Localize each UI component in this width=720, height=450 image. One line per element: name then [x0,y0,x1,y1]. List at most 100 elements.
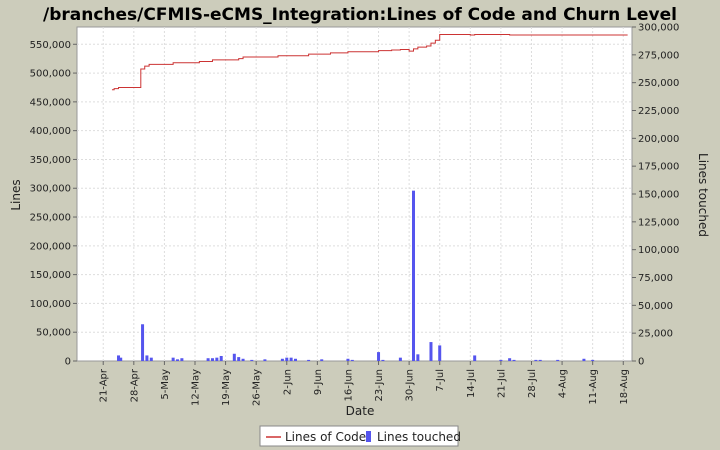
churn-bar [398,357,402,361]
churn-bar [381,359,385,361]
churn-bar [438,345,442,361]
churn-bar [512,359,516,361]
churn-bar [377,352,381,361]
right-tick-label: 100,000 [638,245,679,256]
x-tick-label: 5-May [160,369,171,400]
churn-bar [263,359,267,361]
churn-bar [534,359,538,361]
churn-bar [117,355,121,361]
churn-bar [250,359,254,361]
churn-bar [285,357,289,361]
churn-bar [591,359,595,361]
churn-bar [119,357,123,361]
x-tick-label: 19-May [221,369,232,406]
churn-bar [556,359,560,361]
left-tick-label: 500,000 [30,69,71,80]
churn-bar [176,359,180,361]
churn-bar [294,358,298,361]
right-y-axis: 0 25,000 50,000 75,000 100,000 125,000 150,000… [632,23,679,368]
bars-series [117,190,595,361]
churn-bar [411,190,415,361]
line-series [111,33,628,91]
right-y-axis-label: Lines touched [696,153,710,237]
churn-bar [141,324,145,361]
x-tick-label: 14-Jul [466,369,477,398]
legend-lines-of-code: Lines of Code [285,430,366,444]
x-tick-label: 21-Apr [99,368,110,402]
left-tick-label: 200,000 [30,241,71,252]
churn-bar [416,354,420,361]
right-tick-label: 175,000 [638,162,679,173]
left-tick-label: 100,000 [30,299,71,310]
right-tick-label: 0 [638,357,644,368]
churn-bar [429,342,433,361]
churn-bar [508,358,512,361]
right-tick-label: 275,000 [638,50,679,61]
right-tick-label: 150,000 [638,190,679,201]
x-tick-label: 11-Aug [588,369,599,405]
churn-bar [350,359,354,361]
x-tick-label: 30-Jun [405,369,416,402]
right-tick-label: 50,000 [638,301,673,312]
churn-bar [180,358,184,361]
right-tick-label: 200,000 [638,134,679,145]
left-tick-label: 550,000 [30,40,71,51]
x-tick-label: 23-Jun [374,369,385,402]
x-tick-label: 9-Jun [313,369,324,395]
plot-area [76,26,633,362]
x-tick-label: 7-Jul [435,369,446,392]
left-tick-label: 300,000 [30,184,71,195]
churn-bar [237,357,241,361]
churn-bar [206,358,210,361]
chart-title: /branches/CFMIS-eCMS_Integration:Lines o… [43,5,677,25]
legend-box [259,425,459,447]
churn-bar [582,358,586,361]
churn-bar [280,358,284,361]
x-axis-label: Date [346,404,375,418]
left-tick-label: 450,000 [30,97,71,108]
churn-bar [171,357,175,361]
legend-bar-swatch [366,431,371,442]
x-tick-label: 26-May [252,369,263,406]
churn-bar [215,357,219,361]
churn-bar [145,355,149,361]
left-tick-label: 350,000 [30,155,71,166]
x-tick-label: 28-Jul [527,369,538,398]
right-tick-label: 25,000 [638,329,673,340]
x-tick-label: 21-Jul [496,369,507,398]
grid-lines [77,27,632,361]
x-tick-label: 4-Aug [558,369,569,398]
right-tick-label: 125,000 [638,217,679,228]
left-tick-label: 400,000 [30,126,71,137]
left-tick-label: 50,000 [36,328,71,339]
right-tick-label: 300,000 [638,23,679,34]
left-tick-label: 150,000 [30,270,71,281]
x-tick-label: 12-May [190,369,201,406]
churn-bar [320,359,324,361]
churn-bar [210,358,214,361]
churn-bar [346,358,350,361]
churn-bar [538,359,542,361]
lines-of-code-line [111,33,628,91]
x-tick-label: 28-Apr [129,368,140,402]
churn-bar [289,357,293,361]
legend-lines-touched: Lines touched [377,430,461,444]
x-axis: 21-Apr 28-Apr 5-May 12-May 19-May 26-May 2-Jun… [99,361,630,406]
left-y-axis-label: Lines [9,179,23,210]
left-tick-label: 0 [65,357,71,368]
legend: Lines of Code Lines touched [259,425,461,447]
left-y-axis: 0 50,000 100,000 150,000 200,000 250,000 300,0… [30,40,77,368]
x-tick-label: 2-Jun [282,369,293,395]
churn-bar [307,359,311,361]
right-tick-label: 75,000 [638,273,673,284]
x-tick-label: 18-Aug [619,369,630,405]
churn-bar [499,359,503,361]
left-tick-label: 250,000 [30,213,71,224]
right-tick-label: 250,000 [638,78,679,89]
right-tick-label: 225,000 [638,106,679,117]
churn-bar [473,355,477,361]
churn-bar [149,357,153,361]
churn-bar [219,355,223,361]
